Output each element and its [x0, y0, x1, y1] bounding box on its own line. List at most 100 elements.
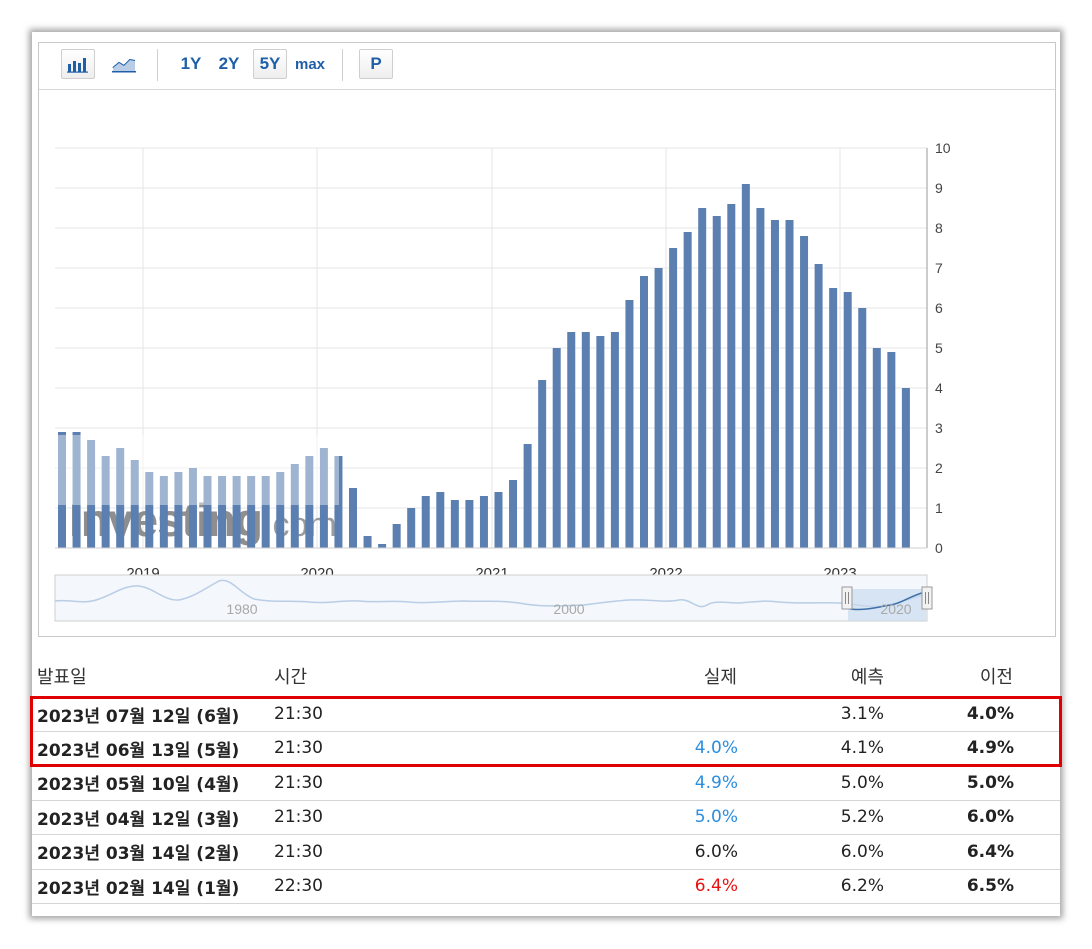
time-cell: 21:30: [274, 772, 323, 793]
navigator-handle-right[interactable]: [921, 586, 933, 610]
bar[interactable]: [203, 476, 212, 548]
range-2y-button[interactable]: 2Y: [218, 54, 240, 73]
forecast-cell: 5.2%: [840, 807, 884, 828]
bar[interactable]: [479, 496, 488, 548]
bar[interactable]: [538, 380, 547, 548]
chart-panel: 1Y 2Y 5Y max P Investing .com 0123456789…: [38, 42, 1056, 637]
bar[interactable]: [887, 352, 896, 548]
bar[interactable]: [872, 348, 881, 548]
bar[interactable]: [349, 488, 357, 548]
bar-chart-icon[interactable]: [61, 49, 95, 79]
bar[interactable]: [610, 332, 619, 548]
bar[interactable]: [450, 500, 459, 548]
bar[interactable]: [436, 492, 445, 548]
y-axis: 0 1 2 3 4 5 6 7 8 9 10: [926, 140, 951, 556]
y-tick-label: 3: [935, 420, 943, 436]
header-actual[interactable]: 실제: [703, 667, 737, 688]
bar[interactable]: [669, 248, 678, 548]
bar[interactable]: [174, 472, 183, 548]
bar[interactable]: [698, 208, 707, 548]
bar[interactable]: [188, 468, 197, 548]
y-tick-label: 4: [935, 380, 943, 396]
bar[interactable]: [494, 492, 503, 548]
p-button[interactable]: P: [359, 49, 393, 79]
header-forecast[interactable]: 예측: [850, 667, 884, 688]
grid-lines: [55, 147, 927, 549]
bar[interactable]: [334, 456, 343, 548]
bar[interactable]: [800, 236, 809, 548]
line-chart-icon[interactable]: [107, 49, 141, 79]
bar[interactable]: [858, 308, 867, 548]
bar[interactable]: [116, 448, 125, 548]
bar[interactable]: [72, 432, 81, 548]
bar[interactable]: [785, 220, 794, 548]
bar[interactable]: [290, 464, 299, 548]
navigator-selected-series: [849, 591, 927, 611]
table-row[interactable]: 2023년 07월 12일 (6월) 21:30 3.1% 4.0%: [32, 697, 1060, 732]
bar[interactable]: [756, 208, 765, 548]
bar[interactable]: [261, 476, 270, 548]
bar[interactable]: [567, 332, 576, 548]
bar[interactable]: [58, 432, 66, 548]
y-tick-label: 0: [935, 540, 943, 556]
bar[interactable]: [363, 536, 372, 548]
bar[interactable]: [407, 508, 416, 548]
bar[interactable]: [552, 348, 561, 548]
table-row[interactable]: 2023년 02월 14일 (1월) 22:30 6.4% 6.2% 6.5%: [32, 870, 1060, 904]
date-cell: 2023년 04월 12일 (3월): [37, 809, 240, 830]
header-time[interactable]: 시간: [274, 667, 308, 688]
table-header: 발표일 시간 실제 예측 이전: [32, 655, 1060, 697]
table-row[interactable]: 2023년 06월 13일 (5월) 21:30 4.0% 4.1% 4.9%: [32, 732, 1060, 766]
bar[interactable]: [654, 268, 663, 548]
bar[interactable]: [101, 456, 110, 548]
table-row[interactable]: 2023년 04월 12일 (3월) 21:30 5.0% 5.2% 6.0%: [32, 801, 1060, 835]
toolbar-separator: [342, 49, 343, 81]
bar[interactable]: [625, 300, 634, 548]
bar[interactable]: [319, 448, 328, 548]
navigator-handle-left[interactable]: [841, 586, 853, 610]
bar[interactable]: [741, 184, 750, 548]
bar[interactable]: [232, 476, 241, 548]
bar[interactable]: [247, 476, 256, 548]
bar[interactable]: [640, 276, 648, 548]
date-cell: 2023년 05월 10일 (4월): [37, 775, 240, 796]
bar[interactable]: [829, 288, 838, 548]
bar[interactable]: [814, 264, 823, 548]
bar[interactable]: [509, 480, 518, 548]
bar[interactable]: [87, 440, 96, 548]
bar[interactable]: [523, 444, 532, 548]
bar[interactable]: [276, 472, 285, 548]
bar[interactable]: [218, 476, 227, 548]
navigator-label: 2020: [880, 601, 911, 617]
range-1y-button[interactable]: 1Y: [180, 54, 202, 73]
bar[interactable]: [378, 544, 387, 548]
header-previous[interactable]: 이전: [979, 667, 1013, 688]
bar[interactable]: [843, 292, 852, 548]
date-cell: 2023년 06월 13일 (5월): [37, 740, 240, 761]
bar[interactable]: [770, 220, 779, 548]
range-5y-button[interactable]: 5Y: [253, 49, 287, 79]
bar[interactable]: [305, 456, 314, 548]
previous-cell: 4.0%: [966, 704, 1014, 725]
bar[interactable]: [159, 476, 168, 548]
bar[interactable]: [596, 336, 605, 548]
bar[interactable]: [465, 500, 474, 548]
bar[interactable]: [421, 496, 430, 548]
header-date[interactable]: 발표일: [37, 667, 87, 688]
bar[interactable]: [392, 524, 401, 548]
bar[interactable]: [581, 332, 590, 548]
bar[interactable]: [712, 216, 721, 548]
time-cell: 21:30: [274, 841, 323, 862]
forecast-cell: 5.0%: [840, 772, 884, 793]
table-row[interactable]: 2023년 03월 14일 (2월) 21:30 6.0% 6.0% 6.4%: [32, 835, 1060, 870]
range-max-button[interactable]: max: [294, 55, 326, 73]
bar[interactable]: [130, 460, 139, 548]
actual-cell: 5.0%: [694, 807, 738, 828]
navigator[interactable]: 1980 2000 2020: [54, 574, 933, 622]
bar[interactable]: [683, 232, 692, 548]
bar[interactable]: [901, 388, 910, 548]
table-row[interactable]: 2023년 05월 10일 (4월) 21:30 4.9% 5.0% 5.0%: [32, 766, 1060, 801]
bar[interactable]: [145, 472, 154, 548]
bar[interactable]: [727, 204, 736, 548]
